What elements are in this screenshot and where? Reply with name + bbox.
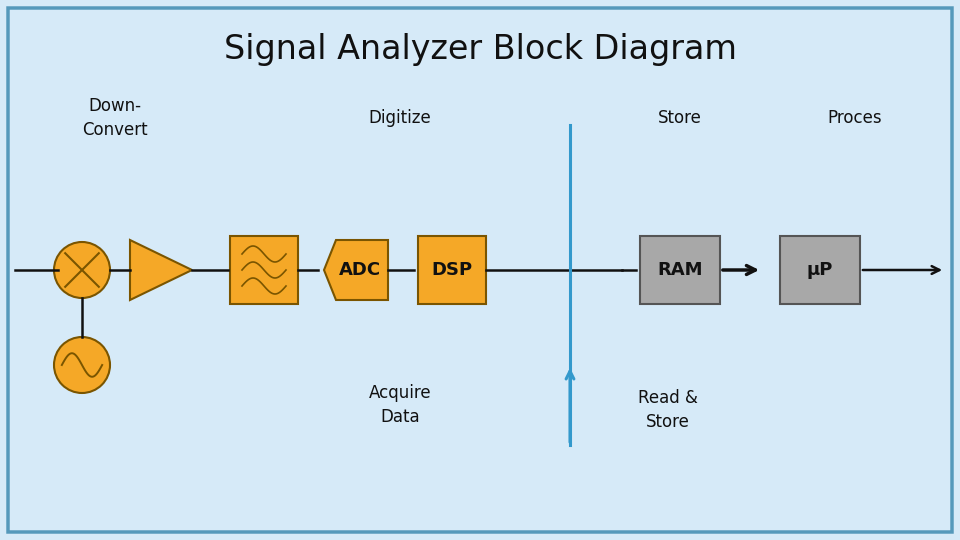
Text: Down-
Convert: Down- Convert — [83, 97, 148, 139]
Text: DSP: DSP — [431, 261, 472, 279]
Text: Signal Analyzer Block Diagram: Signal Analyzer Block Diagram — [224, 33, 736, 66]
Text: Acquire
Data: Acquire Data — [369, 384, 431, 426]
Bar — [418, 236, 486, 304]
Circle shape — [54, 242, 110, 298]
Bar — [230, 236, 298, 304]
Bar — [780, 236, 860, 304]
Text: Read &
Store: Read & Store — [638, 389, 698, 431]
Circle shape — [54, 337, 110, 393]
Text: Store: Store — [658, 109, 702, 127]
Polygon shape — [130, 240, 192, 300]
Bar — [640, 236, 720, 304]
Polygon shape — [324, 240, 388, 300]
Text: Proces: Proces — [828, 109, 882, 127]
Text: Digitize: Digitize — [369, 109, 431, 127]
Text: μP: μP — [806, 261, 833, 279]
Text: ADC: ADC — [339, 261, 381, 279]
Text: RAM: RAM — [658, 261, 703, 279]
